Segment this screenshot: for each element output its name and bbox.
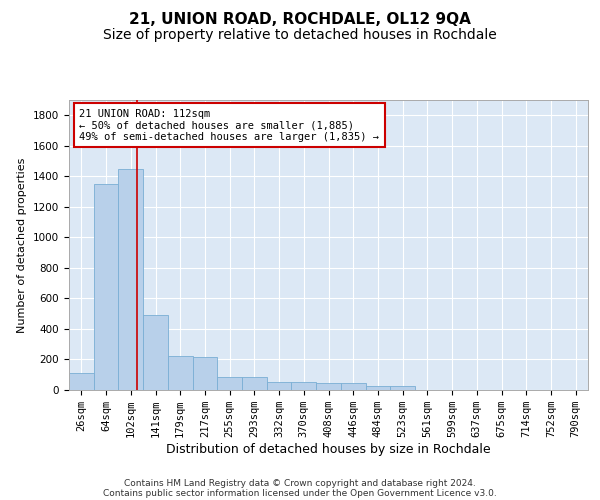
Text: 21, UNION ROAD, ROCHDALE, OL12 9QA: 21, UNION ROAD, ROCHDALE, OL12 9QA xyxy=(129,12,471,28)
Bar xyxy=(193,357,217,390)
Bar xyxy=(316,383,341,390)
Bar xyxy=(217,377,242,390)
Text: Contains public sector information licensed under the Open Government Licence v3: Contains public sector information licen… xyxy=(103,488,497,498)
Text: Size of property relative to detached houses in Rochdale: Size of property relative to detached ho… xyxy=(103,28,497,42)
Bar xyxy=(118,168,143,390)
Bar xyxy=(267,382,292,390)
Bar xyxy=(292,382,316,390)
Text: Contains HM Land Registry data © Crown copyright and database right 2024.: Contains HM Land Registry data © Crown c… xyxy=(124,478,476,488)
Bar xyxy=(143,315,168,390)
Bar xyxy=(94,184,118,390)
Bar xyxy=(365,386,390,390)
Bar xyxy=(390,386,415,390)
Bar xyxy=(242,377,267,390)
X-axis label: Distribution of detached houses by size in Rochdale: Distribution of detached houses by size … xyxy=(166,443,491,456)
Bar xyxy=(69,373,94,390)
Y-axis label: Number of detached properties: Number of detached properties xyxy=(17,158,28,332)
Bar xyxy=(341,383,365,390)
Text: 21 UNION ROAD: 112sqm
← 50% of detached houses are smaller (1,885)
49% of semi-d: 21 UNION ROAD: 112sqm ← 50% of detached … xyxy=(79,108,379,142)
Bar xyxy=(168,356,193,390)
